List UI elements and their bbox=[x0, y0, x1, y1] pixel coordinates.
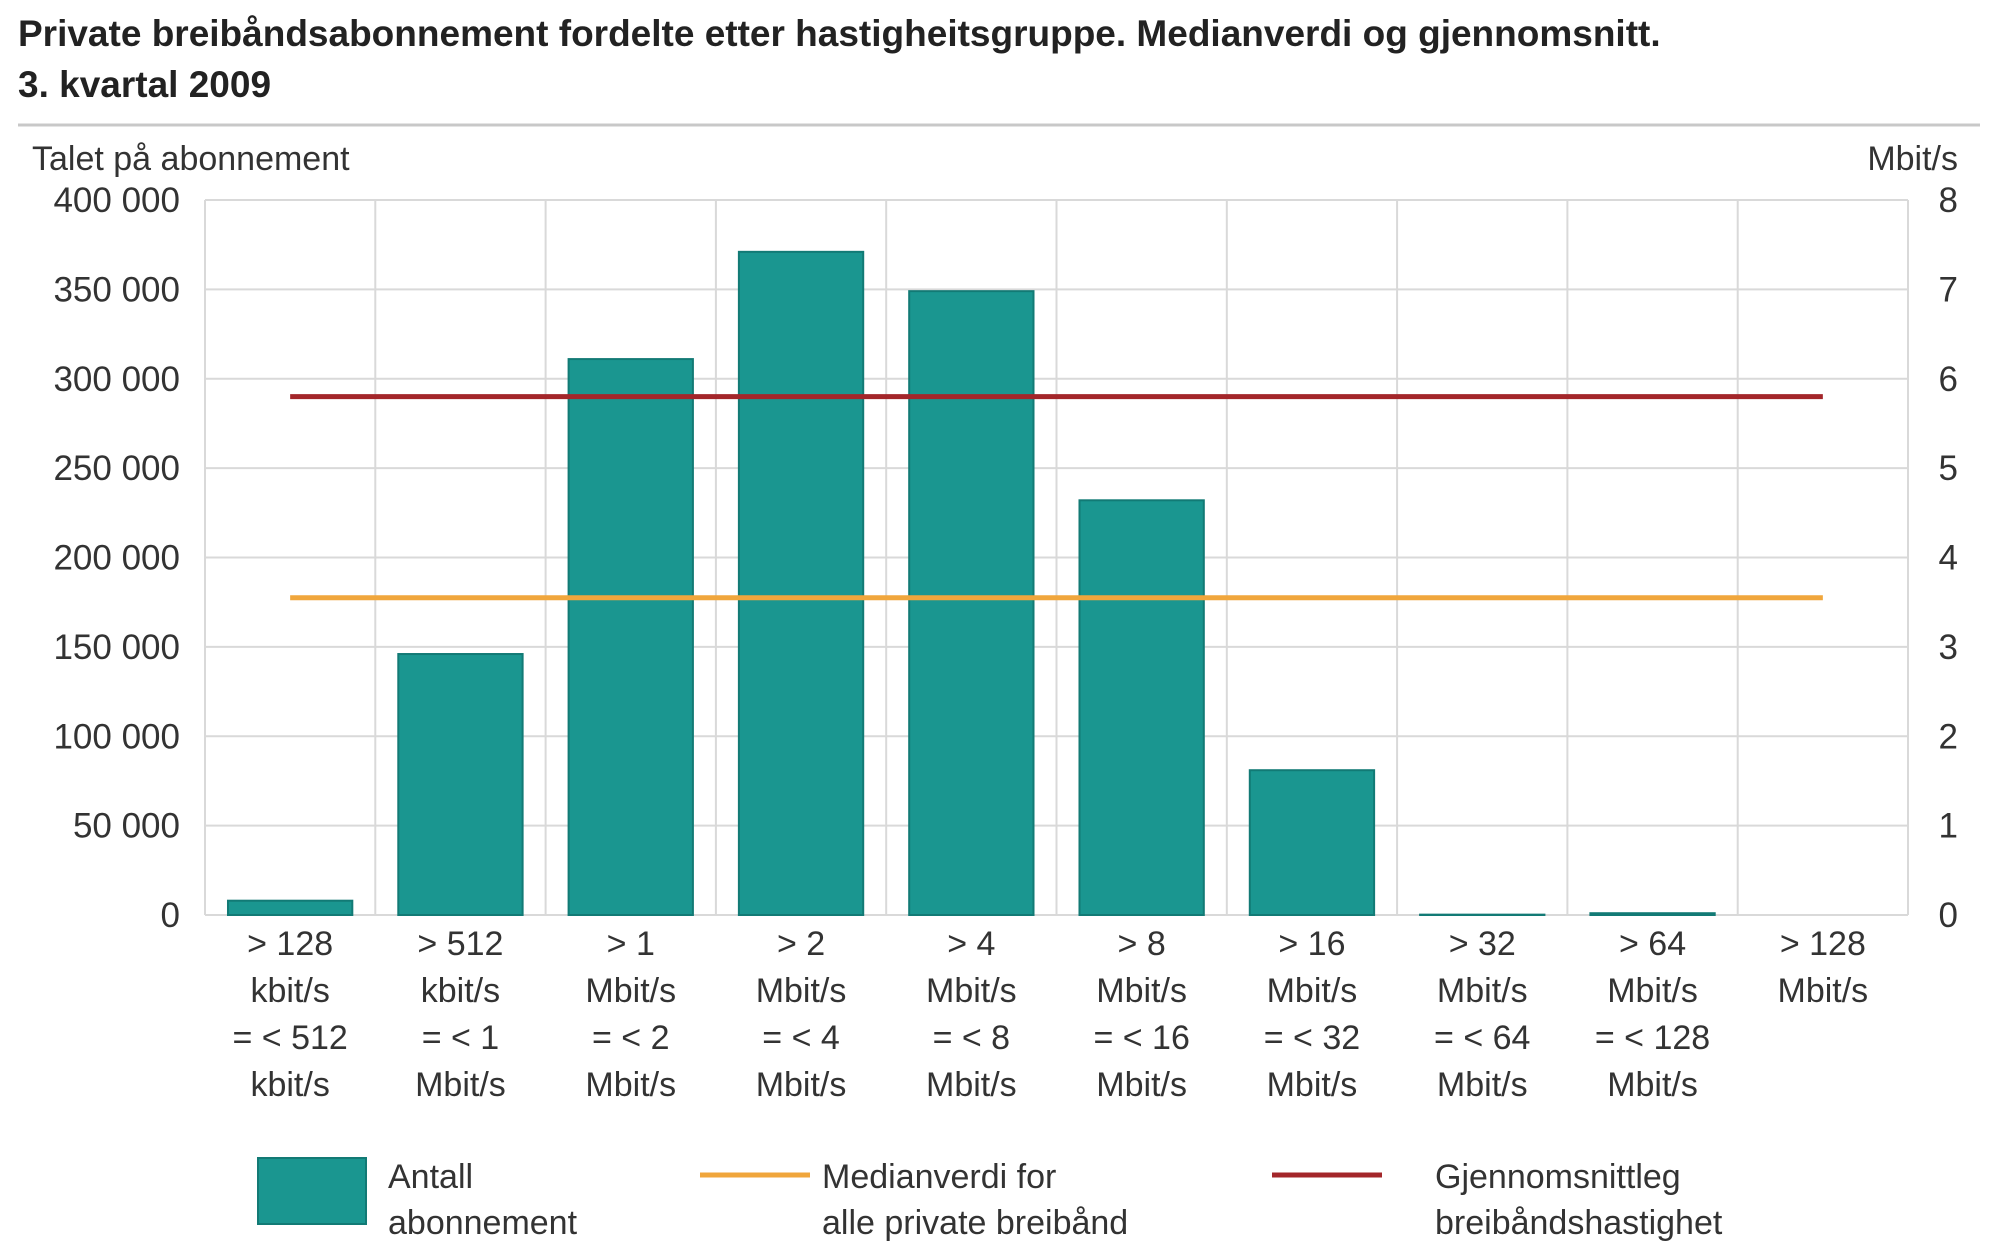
category-label-0-1: kbit/s bbox=[250, 972, 329, 1010]
category-label-2-3: Mbit/s bbox=[585, 1066, 676, 1104]
category-label-2-2: = < 2 bbox=[592, 1019, 670, 1057]
legend-label-0-0: Antall bbox=[388, 1158, 473, 1196]
y2-tick-label-1: 1 bbox=[1939, 807, 1958, 846]
category-label-1-2: = < 1 bbox=[422, 1019, 500, 1057]
category-label-9-0: > 128 bbox=[1780, 925, 1866, 963]
category-label-4-3: Mbit/s bbox=[926, 1066, 1017, 1104]
category-label-4-2: = < 8 bbox=[933, 1019, 1011, 1057]
y2-tick-label-7: 7 bbox=[1939, 270, 1958, 309]
category-label-8-3: Mbit/s bbox=[1607, 1066, 1698, 1104]
chart-title-line-1: Private breibåndsabonnement fordelte ett… bbox=[18, 13, 1661, 54]
y-ticks: 0 50 000 100 000 150 000 200 000 250 000 300 0… bbox=[53, 181, 180, 935]
category-labels: > 128 kbit/s = < 512 kbit/s > 512 kbit/s = < 1… bbox=[232, 925, 1868, 1104]
category-label-3-1: Mbit/s bbox=[756, 972, 847, 1010]
y-tick-label-4: 200 000 bbox=[53, 539, 180, 578]
category-label-0-0: > 128 bbox=[247, 925, 333, 963]
category-label-6-0: > 16 bbox=[1278, 925, 1345, 963]
category-label-6-3: Mbit/s bbox=[1267, 1066, 1358, 1104]
y2-tick-label-2: 2 bbox=[1939, 717, 1958, 756]
category-label-1-3: Mbit/s bbox=[415, 1066, 506, 1104]
bar-6 bbox=[1248, 769, 1376, 917]
y-tick-label-1: 50 000 bbox=[73, 807, 180, 846]
y-tick-label-7: 350 000 bbox=[53, 270, 180, 309]
category-label-0-3: kbit/s bbox=[250, 1066, 329, 1104]
category-label-3-0: > 2 bbox=[777, 925, 825, 963]
bar-0 bbox=[226, 899, 354, 917]
legend-label-2-1: breibåndshastighet bbox=[1435, 1204, 1723, 1242]
category-label-4-0: > 4 bbox=[947, 925, 995, 963]
lines-layer bbox=[290, 394, 1823, 601]
legend-swatch-0 bbox=[257, 1157, 367, 1225]
y2-tick-label-8: 8 bbox=[1939, 181, 1958, 220]
category-label-3-3: Mbit/s bbox=[756, 1066, 847, 1104]
category-label-9-1: Mbit/s bbox=[1778, 972, 1869, 1010]
category-label-5-2: = < 16 bbox=[1093, 1019, 1189, 1057]
y-axis-label: Talet på abonnement bbox=[32, 140, 350, 178]
category-label-7-3: Mbit/s bbox=[1437, 1066, 1528, 1104]
category-label-8-1: Mbit/s bbox=[1607, 972, 1698, 1010]
category-label-7-1: Mbit/s bbox=[1437, 972, 1528, 1010]
category-label-7-2: = < 64 bbox=[1434, 1019, 1530, 1057]
y2-tick-label-0: 0 bbox=[1939, 896, 1958, 935]
y-tick-label-3: 150 000 bbox=[53, 628, 180, 667]
category-label-8-2: = < 128 bbox=[1595, 1019, 1710, 1057]
category-label-1-1: kbit/s bbox=[421, 972, 500, 1010]
y2-axis-label: Mbit/s bbox=[1867, 140, 1958, 178]
bar-3 bbox=[737, 250, 865, 916]
legend-label-1-0: Medianverdi for bbox=[822, 1158, 1056, 1196]
bar-2 bbox=[567, 358, 694, 916]
category-label-5-0: > 8 bbox=[1118, 925, 1166, 963]
category-label-5-3: Mbit/s bbox=[1096, 1066, 1187, 1104]
category-label-5-1: Mbit/s bbox=[1096, 972, 1187, 1010]
category-label-0-2: = < 512 bbox=[232, 1019, 347, 1057]
y-tick-label-2: 100 000 bbox=[53, 717, 180, 756]
category-label-2-0: > 1 bbox=[607, 925, 655, 963]
y-tick-label-0: 0 bbox=[161, 896, 180, 935]
legend-label-0-1: abonnement bbox=[388, 1204, 578, 1242]
category-label-3-2: = < 4 bbox=[762, 1019, 840, 1057]
y-tick-label-5: 250 000 bbox=[53, 449, 180, 488]
chart-title-line-2: 3. kvartal 2009 bbox=[18, 64, 271, 105]
category-label-6-2: = < 32 bbox=[1264, 1019, 1360, 1057]
y2-tick-label-6: 6 bbox=[1939, 360, 1958, 399]
category-label-1-0: > 512 bbox=[417, 925, 503, 963]
y2-tick-label-4: 4 bbox=[1939, 539, 1958, 578]
category-label-8-0: > 64 bbox=[1619, 925, 1686, 963]
y2-tick-label-3: 3 bbox=[1939, 628, 1958, 667]
category-label-4-1: Mbit/s bbox=[926, 972, 1017, 1010]
category-label-7-0: > 32 bbox=[1449, 925, 1516, 963]
legend: Antall abonnement Medianverdi for alle priv… bbox=[257, 1157, 1723, 1242]
bar-8 bbox=[1589, 912, 1716, 917]
y2-tick-label-5: 5 bbox=[1939, 449, 1958, 488]
y-tick-label-6: 300 000 bbox=[53, 360, 180, 399]
category-label-6-1: Mbit/s bbox=[1267, 972, 1358, 1010]
bar-1 bbox=[397, 653, 524, 917]
category-label-2-1: Mbit/s bbox=[585, 972, 676, 1010]
bar-5 bbox=[1078, 499, 1205, 916]
y-tick-label-8: 400 000 bbox=[53, 181, 180, 220]
bar-4 bbox=[908, 290, 1035, 917]
legend-label-2-0: Gjennomsnittleg bbox=[1435, 1158, 1681, 1196]
legend-label-1-1: alle private breibånd bbox=[822, 1204, 1128, 1242]
y2-ticks: 0 1 2 3 4 5 6 7 8 bbox=[1939, 181, 1958, 935]
